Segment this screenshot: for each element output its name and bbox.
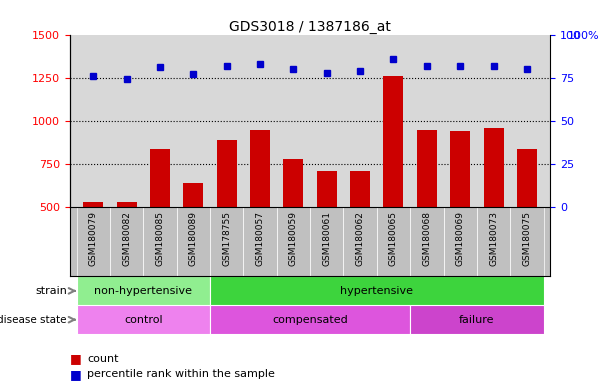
Bar <box>216 140 237 294</box>
Text: count: count <box>87 354 119 364</box>
Bar <box>210 276 544 305</box>
Bar <box>110 207 143 276</box>
Bar <box>450 131 470 294</box>
Bar <box>243 207 277 276</box>
Bar <box>377 207 410 276</box>
Bar <box>350 171 370 294</box>
Bar <box>410 305 544 334</box>
Text: GSM180085: GSM180085 <box>156 211 165 266</box>
Bar <box>477 207 510 276</box>
Text: failure: failure <box>459 314 494 325</box>
Bar <box>250 130 270 294</box>
Bar <box>443 207 477 276</box>
Bar <box>277 207 310 276</box>
Text: disease state: disease state <box>0 314 67 325</box>
Text: control: control <box>124 314 162 325</box>
Bar <box>417 130 437 294</box>
Text: GSM180059: GSM180059 <box>289 211 298 266</box>
Text: compensated: compensated <box>272 314 348 325</box>
Bar <box>310 207 344 276</box>
Text: GSM180075: GSM180075 <box>522 211 531 266</box>
Bar <box>143 207 177 276</box>
Bar <box>77 305 210 334</box>
Bar <box>283 159 303 294</box>
Bar <box>317 171 337 294</box>
Text: GSM180062: GSM180062 <box>356 211 365 266</box>
Text: strain: strain <box>35 286 67 296</box>
Bar <box>210 305 410 334</box>
Text: GSM178755: GSM178755 <box>222 211 231 266</box>
Text: ■: ■ <box>70 368 81 381</box>
Bar <box>150 149 170 294</box>
Bar <box>483 128 503 294</box>
Text: GSM180057: GSM180057 <box>255 211 264 266</box>
Bar <box>510 207 544 276</box>
Text: percentile rank within the sample: percentile rank within the sample <box>87 369 275 379</box>
Text: GSM180082: GSM180082 <box>122 211 131 266</box>
Text: GSM180069: GSM180069 <box>455 211 465 266</box>
Text: GSM180079: GSM180079 <box>89 211 98 266</box>
Text: non-hypertensive: non-hypertensive <box>94 286 192 296</box>
Bar <box>384 76 404 294</box>
Title: GDS3018 / 1387186_at: GDS3018 / 1387186_at <box>229 20 391 33</box>
Text: GSM180065: GSM180065 <box>389 211 398 266</box>
Bar <box>77 207 110 276</box>
Text: GSM180068: GSM180068 <box>423 211 431 266</box>
Bar <box>117 202 137 294</box>
Text: ■: ■ <box>70 353 81 366</box>
Text: GSM180073: GSM180073 <box>489 211 498 266</box>
Bar <box>77 276 210 305</box>
Y-axis label: 100%: 100% <box>568 31 599 41</box>
Bar <box>344 207 377 276</box>
Bar <box>177 207 210 276</box>
Text: hypertensive: hypertensive <box>340 286 413 296</box>
Bar <box>184 183 203 294</box>
Bar <box>210 207 243 276</box>
Bar <box>410 207 443 276</box>
Text: GSM180061: GSM180061 <box>322 211 331 266</box>
Bar <box>83 202 103 294</box>
Text: GSM180089: GSM180089 <box>189 211 198 266</box>
Bar <box>517 149 537 294</box>
